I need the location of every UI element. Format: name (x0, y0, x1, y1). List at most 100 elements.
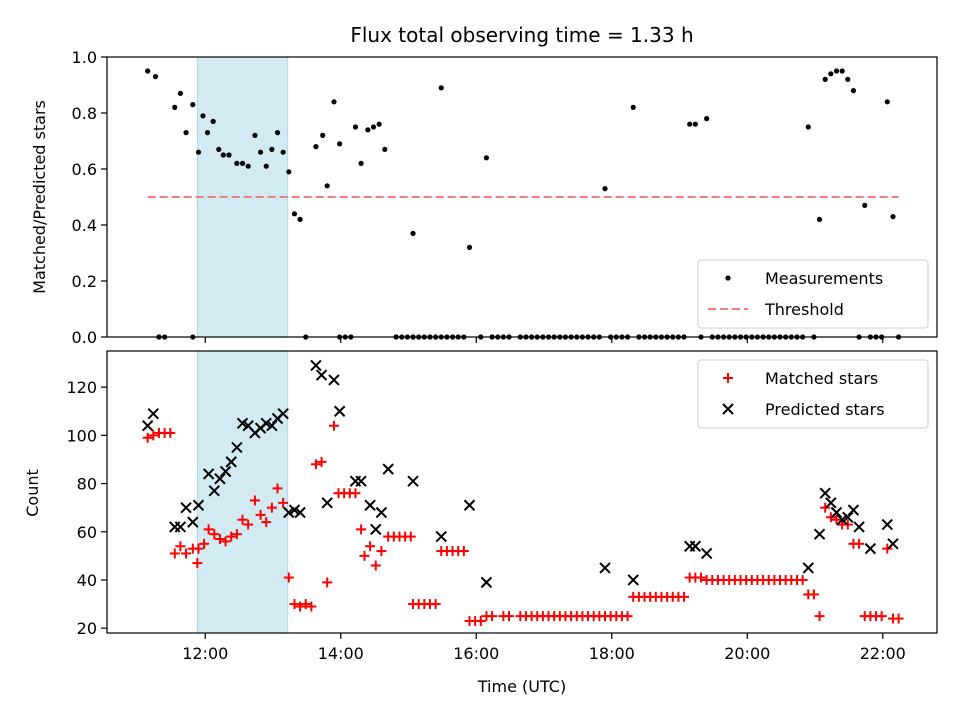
matched-star-point (487, 611, 498, 622)
predicted-star-point (277, 407, 289, 420)
measurement-point (890, 214, 896, 220)
x-b (288, 504, 301, 516)
predicted-star-point (315, 369, 328, 381)
predicted-star-point (375, 506, 388, 519)
matched-star-point (272, 483, 283, 494)
x-tick-label: 16:00 (453, 644, 499, 663)
matched-star-point (310, 459, 321, 470)
measurement-point (204, 130, 211, 136)
legend-label: Measurements (765, 269, 883, 288)
predicted-star-point (700, 547, 713, 560)
predicted-star-point (310, 359, 322, 372)
x-tick-label: 20:00 (724, 644, 770, 663)
predicted-star-point (802, 562, 814, 574)
matched-star-point (350, 488, 361, 499)
x-b (375, 506, 388, 519)
measurement-point (324, 183, 330, 189)
matched-star-point (831, 514, 842, 525)
predicted-star-point (333, 405, 346, 417)
measurement-point (845, 76, 851, 82)
x-b (842, 511, 854, 524)
measurement-point (828, 71, 834, 77)
x-b (277, 407, 289, 420)
top-panel: 0.0 0.2 0.4 0.6 0.8 1.0 Measurements Threshold (72, 48, 938, 347)
matched-star-point (430, 599, 441, 610)
matched-star-point (261, 517, 272, 528)
measurement-point (337, 141, 343, 147)
matched-star-point (175, 541, 186, 552)
x-b (355, 475, 367, 487)
matched-star-point (328, 420, 339, 431)
x-b (813, 528, 826, 540)
x-b (310, 359, 322, 372)
matched-star-point (214, 534, 225, 544)
y-tick-label: 120 (66, 378, 97, 397)
measurement-point (483, 155, 490, 161)
legend-frame (697, 259, 929, 329)
measurement-point (183, 130, 189, 136)
predicted-star-point (853, 521, 865, 533)
x-b (328, 374, 340, 386)
matched-star-point (893, 613, 904, 624)
measurement-point (210, 118, 216, 124)
matched-star-point (882, 543, 893, 554)
y-tick-label: 60 (77, 523, 97, 542)
measurement-point (234, 160, 240, 166)
predicted-star-point (842, 511, 854, 524)
matched-star-point (295, 601, 306, 612)
x-b (174, 521, 187, 533)
matched-star-point (316, 456, 327, 467)
measurement-point (263, 163, 269, 169)
predicted-star-point (355, 475, 367, 487)
matched-star-point (249, 495, 260, 506)
matched-star-point (842, 519, 853, 530)
predicted-star-point (202, 468, 215, 480)
predicted-star-point (187, 516, 199, 528)
top-ylabel: Matched/Predicted stars (30, 100, 49, 294)
measurement-point (297, 216, 303, 222)
predicted-star-point (830, 506, 843, 519)
chart-title: Flux total observing time = 1.33 h (350, 23, 693, 47)
measurement-point (839, 68, 845, 74)
x-b (242, 420, 254, 432)
matched-star-point (475, 615, 486, 626)
y-tick-label: 20 (77, 619, 97, 638)
matched-star-point (300, 599, 311, 610)
predicted-star-point (881, 518, 894, 531)
x-tick-label: 18:00 (589, 644, 635, 663)
matched-star-point (142, 432, 153, 443)
x-b (147, 407, 160, 420)
measurement-point (152, 74, 159, 80)
predicted-star-point (847, 504, 860, 516)
y-tick-label: 0.8 (72, 104, 97, 123)
matched-star-point (203, 524, 214, 535)
measurement-point (220, 152, 226, 158)
x-b (266, 420, 278, 432)
shaded-interval (196, 350, 289, 634)
predicted-star-point (825, 497, 837, 509)
legend-dot-icon (725, 275, 731, 281)
x-b (382, 463, 394, 475)
x-tick-label: 14:00 (318, 644, 364, 663)
measurement-point (382, 146, 388, 152)
x-b (236, 417, 249, 430)
predicted-star-point (214, 473, 226, 485)
matched-star-point (458, 546, 469, 557)
legend: Matched stars Predicted stars (697, 359, 929, 429)
measurement-point (313, 144, 319, 150)
predicted-star-point (219, 465, 232, 478)
matched-star-point (148, 430, 159, 441)
measurement-point (280, 149, 286, 155)
measurement-point (291, 211, 298, 217)
predicted-star-point (174, 521, 187, 533)
y-tick-label: 0.0 (72, 328, 97, 347)
bottom-panel: 20 40 60 80 100 120 12:00 14:00 16:00 18:00 20:00 2… (66, 350, 938, 663)
measurement-point (630, 104, 636, 110)
x-b (700, 547, 713, 560)
matched-star-point (169, 548, 180, 559)
measurement-point (370, 124, 377, 130)
legend-frame (697, 359, 929, 429)
x-b (219, 465, 232, 478)
matched-star-point (255, 509, 266, 520)
matched-star-point (359, 550, 370, 561)
